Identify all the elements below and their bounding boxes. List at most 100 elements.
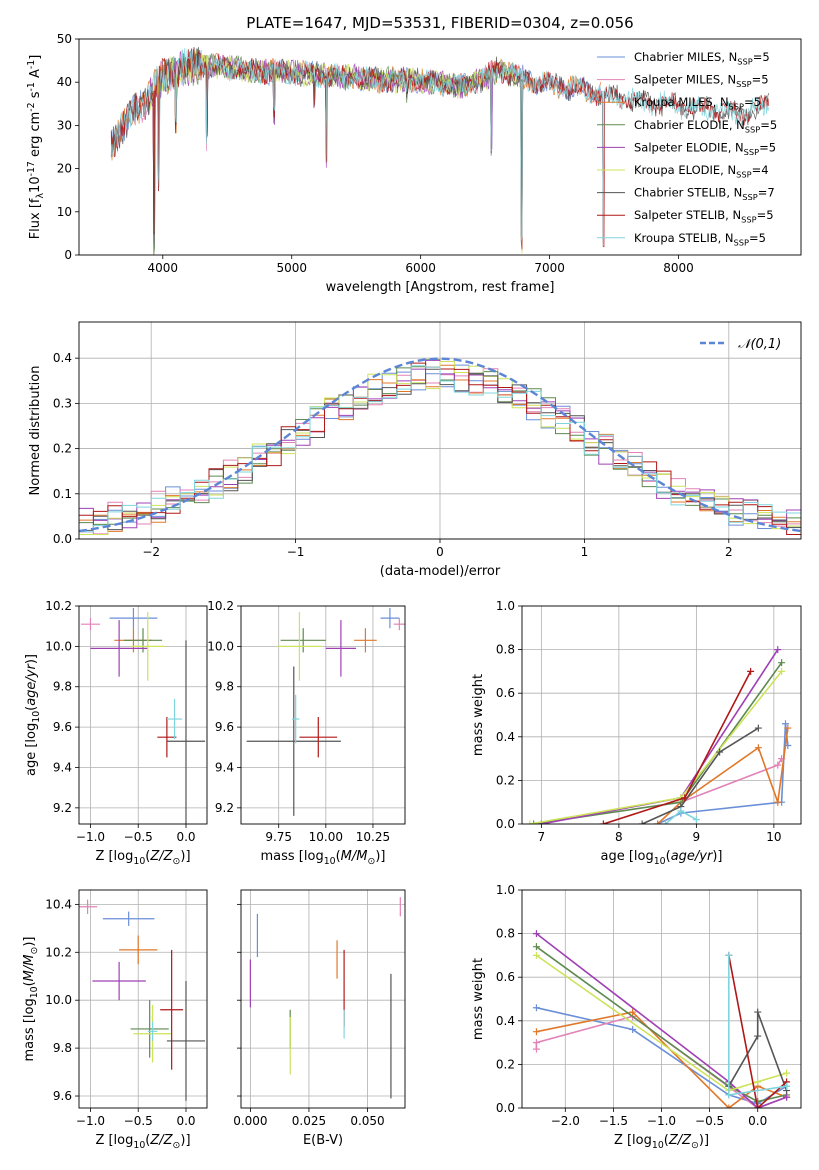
mass-weight-marker [532, 1028, 540, 1036]
x-tick-label: 4000 [148, 261, 179, 275]
x-tick-label: 7000 [534, 261, 565, 275]
x-tick-label: 9.75 [265, 830, 292, 844]
mass-weight-marker [530, 820, 538, 824]
y-tick-label: 9.8 [53, 680, 72, 694]
x-tick-label: 2 [725, 545, 733, 559]
x-tick-label: 7 [538, 830, 546, 844]
massweight-vs-age-ylabel: mass weight [471, 674, 486, 756]
histogram-step [79, 365, 801, 533]
mass-weight-marker [754, 1032, 762, 1040]
mass-weight-marker [532, 951, 540, 959]
massweight-vs-age-xlabel: age [log10​(age/yr)] [600, 849, 722, 867]
y-tick-label: 0.4 [496, 730, 515, 744]
y-tick-label: 9.8 [215, 680, 234, 694]
spectrum-xlabel: wavelength [Angstrom, rest frame] [326, 280, 555, 295]
mass-weight-line [641, 727, 759, 824]
x-tick-label: 0.0 [176, 1114, 195, 1128]
y-tick-label: 30 [57, 118, 72, 132]
x-tick-label: −0.5 [124, 830, 153, 844]
legend-label: Salpeter STELIB, NSSP​=5 [634, 208, 774, 224]
mass-weight-marker [754, 1078, 762, 1086]
y-tick-label: 0.4 [496, 1014, 515, 1028]
x-tick-label: 0.0 [748, 1114, 767, 1128]
y-tick-label: 0.8 [496, 927, 515, 941]
mass-weight-marker [716, 748, 724, 756]
legend-label: Salpeter ELODIE, NSSP​=5 [634, 140, 776, 156]
mass-weight-marker [754, 1104, 762, 1108]
y-tick-label: 0.8 [496, 643, 515, 657]
age-vs-Z-ticks: −1.0 −0.5 0.0 9.2 9.4 9.6 9.8 10.0 10.2 [45, 599, 195, 844]
mass-vs-Z-frame [78, 889, 208, 1109]
y-tick-label: 0.3 [53, 396, 72, 410]
y-tick-label: 1.0 [496, 599, 515, 613]
mass-weight-marker [754, 724, 762, 732]
residuals-frame [78, 321, 802, 540]
spectrum-line [110, 48, 770, 247]
massweight-vs-Z-ticks: −2.0 −1.5 −1.0 −0.5 0.0 0.0 0.2 0.4 0.6 0.8 1.0 [496, 883, 767, 1128]
legend-label: Salpeter MILES, NSSP​=5 [634, 73, 769, 89]
y-tick-label: 0.6 [496, 686, 515, 700]
y-tick-label: 1.0 [496, 883, 515, 897]
y-tick-label: 10 [57, 205, 72, 219]
x-tick-label: 8 [615, 830, 623, 844]
age-vs-mass-ticks: 9.75 10.00 10.25 9.2 9.4 9.6 9.8 10.0 10.2 [207, 599, 390, 844]
y-tick-label: 0.2 [53, 442, 72, 456]
mass-weight-marker [782, 720, 789, 728]
mass-vs-Z-ylabel: mass [log10​(M/M⊙​)] [22, 937, 40, 1062]
mass-weight-marker [783, 1069, 791, 1077]
mass-weight-marker [532, 930, 540, 938]
mass-vs-ebv-frame [240, 889, 406, 1109]
legend-label: 𝒩(0,1) [738, 337, 781, 352]
x-tick-label: −1.0 [76, 830, 105, 844]
x-tick-label: −1.5 [599, 1114, 628, 1128]
y-tick-label: 10.4 [45, 897, 72, 911]
x-tick-label: 0 [436, 545, 444, 559]
x-tick-label: −1 [287, 545, 305, 559]
mass-weight-marker [783, 1093, 791, 1101]
mass-weight-marker [778, 667, 786, 675]
massweight-vs-age-plot-area [526, 646, 792, 824]
mass-weight-marker [692, 816, 700, 824]
x-tick-label: 1 [581, 545, 589, 559]
y-tick-label: 0.2 [496, 1057, 515, 1071]
mass-vs-Z-ticks: −1.0 −0.5 0.0 9.6 9.8 10.0 10.2 10.4 [45, 897, 195, 1128]
age-vs-mass-xlabel: mass [log10​(M/M⊙​)] [261, 849, 386, 867]
massweight-vs-age-frame [521, 605, 802, 825]
residuals-plot-area [79, 357, 801, 535]
y-tick-label: 9.6 [53, 1089, 72, 1103]
mass-weight-marker [774, 761, 782, 769]
mass-vs-ebv-ticks: 0.000 0.025 0.050 [233, 903, 385, 1128]
legend-label: Kroupa MILES, NSSP​=5 [634, 95, 761, 111]
x-tick-label: −2.0 [551, 1114, 580, 1128]
age-vs-Z-frame [78, 605, 208, 825]
mass-weight-marker [532, 1004, 540, 1012]
age-vs-mass-frame [240, 605, 406, 825]
x-tick-label: 0.050 [350, 1114, 384, 1128]
massweight-vs-Z-xlabel: Z [log10​(Z/Z⊙​)] [614, 1133, 709, 1151]
mass-weight-marker [784, 724, 792, 732]
y-tick-label: 9.4 [53, 760, 72, 774]
mass-weight-line [728, 955, 788, 1108]
mass-weight-marker [774, 646, 782, 654]
x-tick-label: 0.0 [176, 830, 195, 844]
mass-vs-Z-xlabel: Z [log10​(Z/Z⊙​)] [95, 1133, 190, 1151]
x-tick-label: 0.000 [233, 1114, 267, 1128]
mass-weight-marker [783, 1082, 791, 1090]
y-tick-label: 0.0 [496, 817, 515, 831]
x-tick-label: −0.5 [695, 1114, 724, 1128]
gaussian-reference [79, 357, 801, 533]
y-tick-label: 10.0 [45, 639, 72, 653]
y-tick-label: 9.2 [53, 801, 72, 815]
spectrum-plot-area [110, 46, 770, 255]
mass-weight-line [535, 932, 787, 1108]
mass-vs-Z-plot-area [79, 899, 206, 1101]
mass-weight-line [535, 954, 787, 1092]
massweight-vs-Z-ylabel: mass weight [471, 958, 486, 1040]
mass-vs-ebv-plot-area [249, 897, 401, 1099]
mass-weight-marker [681, 794, 689, 802]
mass-weight-marker [754, 1008, 762, 1016]
massweight-vs-age-panel: 7 8 9 10 0.0 0.2 0.4 0.6 0.8 1.0 age [log10​(age/y… [471, 599, 802, 867]
y-tick-label: 10.0 [45, 993, 72, 1007]
x-tick-label: 10.00 [309, 830, 343, 844]
mass-weight-marker [778, 659, 786, 667]
